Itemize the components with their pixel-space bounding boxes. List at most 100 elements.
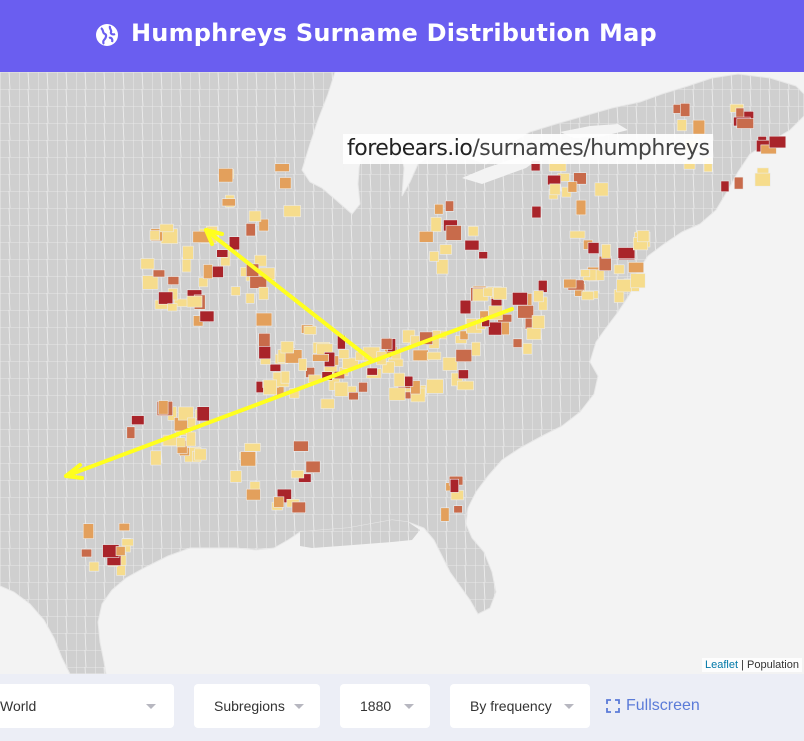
- county-cell[interactable]: [754, 172, 771, 187]
- leaflet-link[interactable]: Leaflet: [704, 659, 739, 671]
- county-cell[interactable]: [88, 561, 100, 572]
- county-cell[interactable]: [348, 391, 359, 401]
- county-cell[interactable]: [280, 341, 294, 354]
- county-cell[interactable]: [471, 341, 481, 357]
- county-cell[interactable]: [303, 325, 317, 335]
- county-cell[interactable]: [429, 251, 439, 262]
- county-cell[interactable]: [426, 378, 444, 394]
- county-cell[interactable]: [450, 372, 463, 387]
- county-cell[interactable]: [258, 346, 271, 360]
- county-cell[interactable]: [426, 351, 442, 361]
- county-cell[interactable]: [630, 273, 646, 289]
- county-cell[interactable]: [720, 180, 730, 192]
- county-cell[interactable]: [199, 310, 215, 322]
- county-cell[interactable]: [436, 259, 449, 275]
- county-cell[interactable]: [131, 415, 145, 426]
- county-cell[interactable]: [526, 327, 542, 340]
- county-cell[interactable]: [334, 381, 349, 397]
- county-cell[interactable]: [245, 293, 255, 304]
- county-cell[interactable]: [388, 387, 406, 401]
- county-cell[interactable]: [254, 254, 267, 267]
- county-cell[interactable]: [581, 291, 595, 301]
- county-cell[interactable]: [459, 330, 469, 340]
- county-cell[interactable]: [522, 343, 533, 355]
- county-cell[interactable]: [263, 379, 277, 395]
- county-cell[interactable]: [381, 361, 395, 374]
- county-cell[interactable]: [338, 349, 350, 359]
- county-cell[interactable]: [176, 437, 186, 448]
- county-cell[interactable]: [430, 217, 442, 232]
- county-cell[interactable]: [305, 460, 321, 473]
- county-cell[interactable]: [573, 172, 587, 185]
- county-cell[interactable]: [449, 478, 460, 493]
- county-cell[interactable]: [258, 286, 269, 300]
- county-cell[interactable]: [567, 181, 578, 193]
- county-cell[interactable]: [549, 183, 561, 196]
- county-cell[interactable]: [736, 118, 754, 129]
- county-cell[interactable]: [733, 176, 744, 190]
- county-cell[interactable]: [118, 522, 130, 532]
- county-cell[interactable]: [245, 223, 256, 237]
- county-cell[interactable]: [283, 205, 301, 218]
- county-cell[interactable]: [680, 102, 691, 117]
- county-cell[interactable]: [587, 242, 600, 254]
- county-cell[interactable]: [464, 239, 480, 251]
- county-cell[interactable]: [488, 321, 502, 336]
- county-cell[interactable]: [768, 135, 787, 149]
- county-cell[interactable]: [434, 203, 444, 215]
- county-cell[interactable]: [152, 269, 166, 278]
- fullscreen-button[interactable]: Fullscreen: [606, 694, 700, 718]
- county-cell[interactable]: [533, 290, 544, 303]
- county-cell[interactable]: [186, 295, 203, 308]
- county-cell[interactable]: [628, 262, 644, 273]
- county-cell[interactable]: [531, 205, 542, 219]
- county-cell[interactable]: [512, 338, 523, 348]
- county-cell[interactable]: [279, 177, 292, 189]
- county-cell[interactable]: [255, 312, 273, 327]
- county-cell[interactable]: [358, 381, 368, 393]
- county-cell[interactable]: [158, 291, 174, 305]
- county-cell[interactable]: [594, 182, 609, 197]
- county-cell[interactable]: [81, 548, 93, 558]
- county-cell[interactable]: [218, 168, 234, 183]
- county-cell[interactable]: [126, 426, 136, 439]
- county-cell[interactable]: [517, 305, 534, 319]
- county-cell[interactable]: [456, 380, 474, 391]
- county-cell[interactable]: [121, 538, 134, 547]
- county-cell[interactable]: [293, 440, 309, 452]
- county-cell[interactable]: [440, 507, 450, 522]
- county-cell[interactable]: [298, 358, 308, 372]
- county-cell[interactable]: [291, 501, 306, 514]
- county-cell[interactable]: [412, 349, 429, 361]
- county-cell[interactable]: [563, 278, 577, 289]
- county-cell[interactable]: [258, 218, 269, 232]
- county-cell[interactable]: [280, 370, 290, 384]
- county-cell[interactable]: [244, 442, 261, 452]
- county-cell[interactable]: [258, 332, 271, 348]
- county-cell[interactable]: [418, 231, 434, 243]
- county-cell[interactable]: [547, 174, 561, 186]
- county-cell[interactable]: [186, 431, 196, 447]
- county-cell[interactable]: [312, 353, 330, 362]
- county-cell[interactable]: [453, 505, 463, 514]
- county-cell[interactable]: [140, 258, 155, 270]
- county-cell[interactable]: [478, 251, 488, 260]
- county-cell[interactable]: [167, 303, 178, 312]
- year-select[interactable]: 1880: [340, 684, 430, 728]
- county-cell[interactable]: [575, 199, 587, 216]
- county-cell[interactable]: [211, 265, 224, 278]
- county-cell[interactable]: [248, 210, 262, 222]
- county-cell[interactable]: [221, 198, 236, 207]
- county-cell[interactable]: [380, 337, 393, 350]
- region-select[interactable]: World: [0, 684, 174, 728]
- county-cell[interactable]: [760, 144, 777, 155]
- county-cell[interactable]: [393, 372, 405, 387]
- county-cell[interactable]: [142, 275, 159, 290]
- county-cell[interactable]: [249, 276, 268, 289]
- county-cell[interactable]: [493, 287, 507, 300]
- distribution-map[interactable]: forebears.io/surnames/humphreys: [0, 72, 804, 674]
- county-cell[interactable]: [194, 448, 207, 461]
- county-cell[interactable]: [82, 523, 94, 539]
- county-cell[interactable]: [240, 451, 257, 467]
- county-cell[interactable]: [198, 277, 209, 288]
